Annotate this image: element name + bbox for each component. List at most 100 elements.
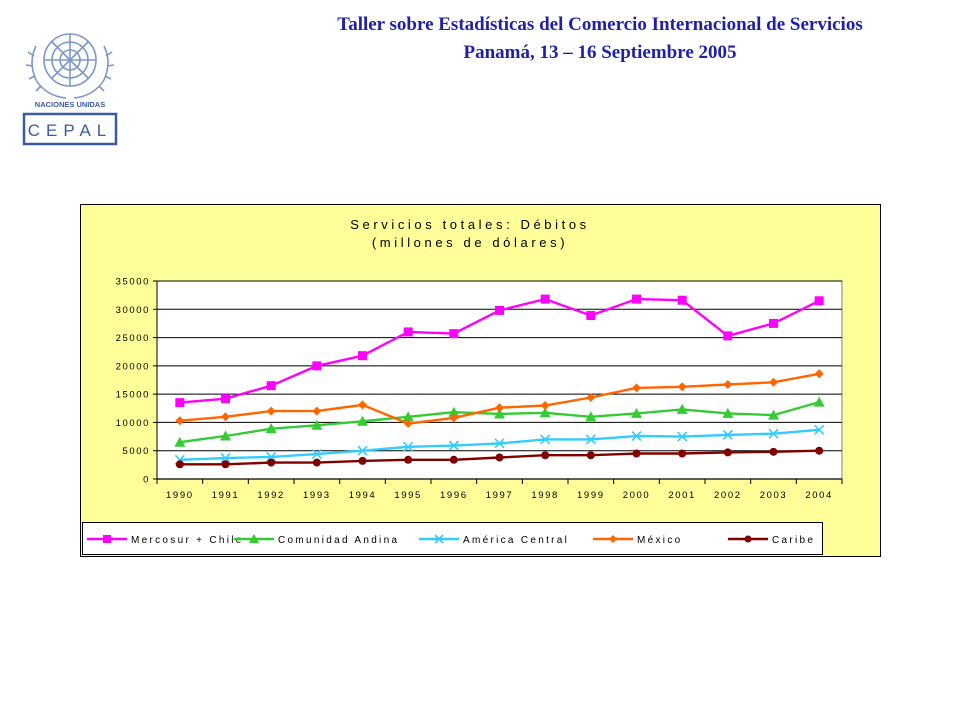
legend-swatch-marker xyxy=(103,535,111,543)
header-line-1: Taller sobre Estadísticas del Comercio I… xyxy=(337,14,863,35)
data-point-3-3 xyxy=(312,406,322,416)
data-point-3-10 xyxy=(632,383,641,393)
x-tick-label: 2002 xyxy=(714,490,742,501)
data-point-1-14 xyxy=(813,396,825,407)
data-point-4-1 xyxy=(221,460,230,469)
legend-label: Mercosur + Chile xyxy=(131,535,244,546)
data-point-3-6 xyxy=(449,413,459,423)
data-point-1-10 xyxy=(631,407,642,418)
cepal-box xyxy=(22,112,118,146)
data-point-1-5 xyxy=(402,411,414,422)
x-tick-label: 2004 xyxy=(805,490,833,501)
y-tick-label: 25000 xyxy=(116,333,150,344)
data-point-2-7 xyxy=(494,438,505,449)
legend-label: Comunidad Andina xyxy=(278,535,399,546)
data-point-3-12 xyxy=(723,380,733,390)
data-point-1-11 xyxy=(676,403,688,414)
data-point-1-9 xyxy=(585,411,597,422)
data-point-1-0 xyxy=(174,436,186,447)
data-point-3-0 xyxy=(175,416,185,426)
data-point-3-11 xyxy=(677,382,687,392)
data-point-3-7 xyxy=(495,403,504,413)
data-point-3-8 xyxy=(540,400,550,410)
x-tick-label: 1994 xyxy=(349,490,377,501)
data-point-3-5 xyxy=(403,419,413,429)
chart-title: Servicios totales: Débitos xyxy=(350,217,590,232)
data-point-2-3 xyxy=(311,449,322,460)
data-point-1-6 xyxy=(448,406,460,417)
data-point-2-2 xyxy=(266,451,277,463)
data-point-4-4 xyxy=(358,456,367,465)
x-tick-label: 1996 xyxy=(440,490,468,501)
data-point-3-9 xyxy=(586,393,596,403)
y-tick-label: 20000 xyxy=(116,361,150,372)
header-line-2: Panamá, 13 – 16 Septiembre 2005 xyxy=(463,42,737,63)
chart-subtitle: (millones de dólares) xyxy=(372,235,568,250)
data-point-2-10 xyxy=(631,430,642,442)
data-point-0-13 xyxy=(769,318,778,328)
data-point-0-14 xyxy=(814,296,824,306)
x-tick-label: 2000 xyxy=(623,490,651,501)
cepal-acronym: CEPAL xyxy=(28,121,113,140)
data-point-4-7 xyxy=(495,453,504,462)
data-point-0-6 xyxy=(449,329,459,339)
data-point-0-7 xyxy=(495,305,504,315)
data-point-4-10 xyxy=(632,449,641,458)
data-point-4-0 xyxy=(175,460,184,469)
data-point-2-5 xyxy=(403,441,414,452)
legend-swatch-marker xyxy=(609,535,617,543)
data-point-4-13 xyxy=(769,447,778,456)
data-point-2-1 xyxy=(220,453,231,464)
data-point-1-12 xyxy=(722,407,734,418)
legend-swatch-marker xyxy=(249,534,259,543)
data-point-0-5 xyxy=(403,327,413,337)
data-point-3-13 xyxy=(769,377,778,387)
data-point-4-14 xyxy=(815,446,824,455)
x-tick-label: 1993 xyxy=(303,490,331,501)
data-point-4-2 xyxy=(267,458,276,467)
data-point-1-4 xyxy=(357,415,368,426)
data-point-4-5 xyxy=(404,455,413,464)
data-point-2-11 xyxy=(677,431,688,442)
x-tick-label: 1999 xyxy=(577,490,605,501)
org-name: NACIONES UNIDAS xyxy=(35,100,105,109)
y-tick-label: 5000 xyxy=(122,446,150,457)
x-tick-label: 2003 xyxy=(760,490,788,501)
data-point-2-13 xyxy=(768,428,779,439)
data-point-0-10 xyxy=(632,294,641,304)
data-point-3-14 xyxy=(814,369,824,379)
y-tick-label: 15000 xyxy=(116,390,150,401)
data-point-0-11 xyxy=(677,295,687,305)
data-point-1-13 xyxy=(768,409,779,420)
data-point-0-2 xyxy=(266,381,276,391)
data-point-2-9 xyxy=(585,434,596,445)
data-point-3-2 xyxy=(266,406,276,416)
data-point-1-8 xyxy=(539,407,551,418)
data-point-4-11 xyxy=(678,449,687,458)
legend-swatch-marker xyxy=(744,535,752,543)
data-point-2-6 xyxy=(448,440,459,451)
data-point-0-4 xyxy=(358,351,367,361)
data-point-0-3 xyxy=(312,361,322,371)
cepal-logo: NACIONES UNIDAS CEPAL xyxy=(22,33,118,146)
data-point-1-3 xyxy=(311,419,323,430)
x-tick-label: 1991 xyxy=(212,490,240,501)
data-point-0-1 xyxy=(221,394,230,404)
legend-label: Caribe xyxy=(772,535,815,546)
data-point-1-2 xyxy=(265,423,277,434)
x-tick-label: 2001 xyxy=(668,490,696,501)
x-tick-label: 1990 xyxy=(166,490,194,501)
data-point-2-12 xyxy=(722,429,733,440)
data-point-1-1 xyxy=(220,430,231,441)
data-point-4-3 xyxy=(312,458,321,467)
data-point-0-12 xyxy=(723,331,733,341)
data-point-1-7 xyxy=(494,408,505,419)
y-tick-label: 10000 xyxy=(116,418,150,429)
data-point-0-0 xyxy=(175,398,185,408)
data-point-4-9 xyxy=(586,451,595,460)
data-point-0-8 xyxy=(540,294,550,304)
data-point-4-8 xyxy=(541,451,550,460)
x-tick-label: 1997 xyxy=(486,490,514,501)
data-point-3-1 xyxy=(221,412,230,422)
